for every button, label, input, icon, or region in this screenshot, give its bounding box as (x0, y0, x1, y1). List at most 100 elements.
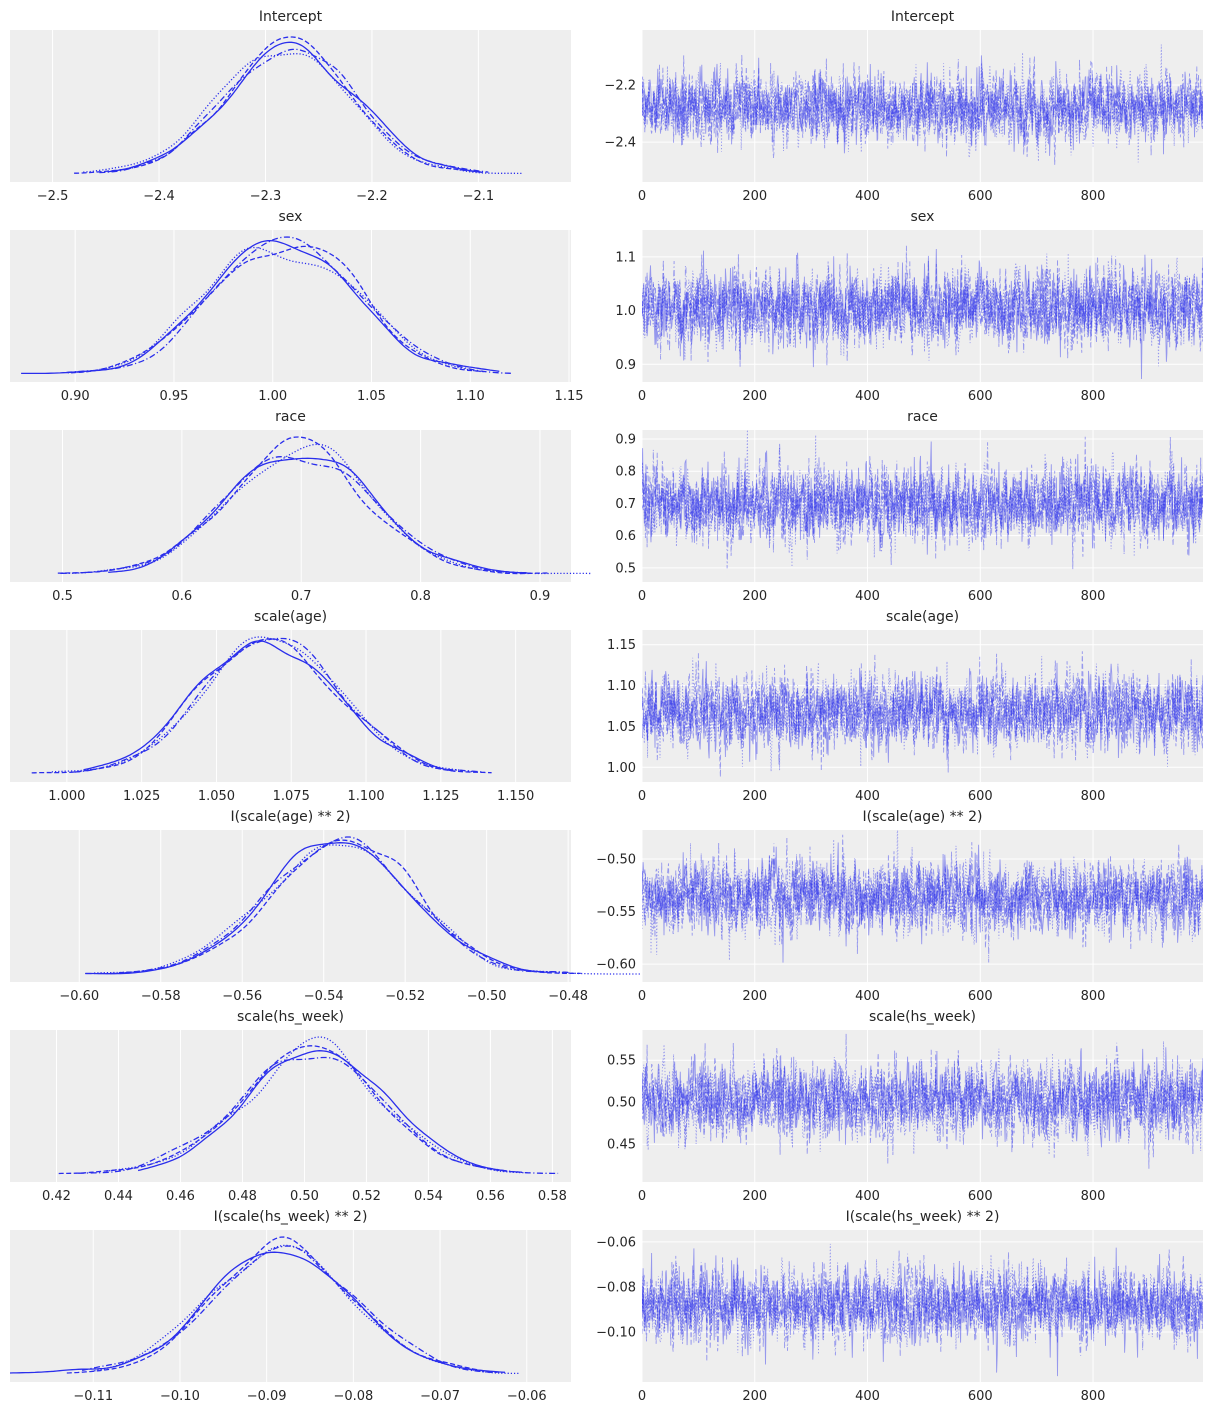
trace-x-tick-label: 600 (968, 389, 993, 404)
density-line-chain-2 (71, 245, 484, 374)
density-plot-area (10, 230, 571, 382)
trace-line-chain-3 (642, 253, 1203, 367)
trace-x-tick-label: 200 (742, 189, 767, 204)
density-line-chain-3 (67, 246, 484, 374)
trace-title: scale(age) (886, 609, 959, 625)
trace-y-tick-label: −0.60 (596, 958, 636, 973)
variable-row: 1.000 1.025 1.050 1.075 1.100 1.125 1.150scale… (10, 609, 1203, 804)
density-x-tick-label: −2.1 (463, 189, 495, 204)
density-x-tick-label: 1.150 (497, 789, 534, 804)
trace-x-tick-label: 0 (638, 989, 646, 1004)
density-x-tick-label: −2.4 (143, 189, 175, 204)
trace-x-tick-label: 400 (855, 589, 880, 604)
trace-y-tick-label: 1.00 (607, 761, 636, 776)
trace-x-tick-label: 0 (638, 589, 646, 604)
density-panel: 0.90 0.95 1.00 1.05 1.10 1.15 sex (10, 209, 584, 404)
density-title: scale(hs_week) (237, 1009, 344, 1025)
density-plot-area (10, 830, 571, 982)
density-x-tick-label: 0.8 (410, 589, 431, 604)
trace-y-tick-label: 0.8 (615, 465, 636, 480)
density-x-tick-label: −0.06 (507, 1389, 547, 1404)
trace-y-tick-label: 0.7 (615, 497, 636, 512)
density-line-chain-1 (137, 1050, 508, 1172)
trace-line-chain-1 (642, 1247, 1203, 1377)
density-x-tick-label: 1.15 (555, 389, 584, 404)
trace-x-tick-label: 400 (855, 189, 880, 204)
trace-x-tick-label: 200 (742, 789, 767, 804)
density-x-tick-label: 0.6 (172, 589, 193, 604)
trace-x-tick-label: 0 (638, 189, 646, 204)
density-x-tick-label: −2.2 (356, 189, 388, 204)
trace-x-tick-label: 600 (968, 789, 993, 804)
density-line-chain-3 (65, 443, 592, 575)
density-panel: 0.5 0.6 0.7 0.8 0.9 race (10, 409, 592, 604)
trace-panel: 0 200 400 600 800 −2.2 −2.4 Intercept (604, 9, 1203, 204)
density-line-chain-2 (57, 436, 549, 575)
density-line-chain-3 (83, 53, 524, 175)
trace-x-tick-label: 0 (638, 789, 646, 804)
density-line-chain-1 (21, 239, 500, 375)
density-x-tick-label: 1.10 (456, 389, 485, 404)
density-x-tick-label: 0.90 (61, 389, 90, 404)
density-x-tick-label: 1.000 (48, 789, 85, 804)
trace-x-tick-label: 600 (968, 989, 993, 1004)
density-panel: −0.11 −0.10 −0.09 −0.08 −0.07 −0.06 I(scale(hs… (9, 1209, 571, 1404)
density-panel: 1.000 1.025 1.050 1.075 1.100 1.125 1.150 scale… (10, 609, 571, 804)
density-line-chain-3 (51, 636, 474, 773)
density-x-tick-label: 0.54 (414, 1189, 443, 1204)
trace-x-tick-label: 600 (968, 1389, 993, 1404)
density-x-tick-label: 1.100 (347, 789, 384, 804)
trace-x-tick-label: 600 (968, 189, 993, 204)
trace-y-tick-label: 0.6 (615, 529, 636, 544)
trace-x-tick-label: 400 (855, 1389, 880, 1404)
trace-y-tick-label: −0.55 (596, 905, 636, 920)
trace-line-chain-3 (642, 430, 1203, 568)
trace-x-tick-label: 800 (1081, 1389, 1106, 1404)
density-x-tick-label: −0.10 (160, 1389, 200, 1404)
trace-line-chain-2 (642, 651, 1203, 777)
density-line-chain-4 (66, 236, 512, 374)
trace-line-chain-3 (642, 830, 1203, 961)
density-x-tick-label: 0.56 (476, 1189, 505, 1204)
trace-x-tick-label: 200 (742, 989, 767, 1004)
trace-title: Intercept (891, 9, 955, 25)
trace-line-chain-2 (642, 55, 1203, 165)
trace-x-tick-label: 400 (855, 389, 880, 404)
trace-y-tick-label: 1.05 (607, 720, 636, 735)
density-panel: −0.60 −0.58 −0.56 −0.54 −0.52 −0.50 −0.48 I(sca… (10, 809, 685, 1004)
trace-title: race (907, 409, 938, 425)
density-plot-area (10, 430, 571, 582)
density-line-chain-2 (58, 1045, 524, 1175)
density-panel: −2.5 −2.4 −2.3 −2.2 −2.1 Intercept (10, 9, 571, 204)
trace-x-tick-label: 600 (968, 1189, 993, 1204)
density-x-tick-label: −0.60 (59, 989, 99, 1004)
trace-line-chain-4 (642, 442, 1203, 569)
variable-row: −0.60 −0.58 −0.56 −0.54 −0.52 −0.50 −0.48 I(sca… (10, 809, 1203, 1004)
density-x-tick-label: −2.5 (37, 189, 69, 204)
density-plot-area (10, 630, 571, 782)
trace-line-chain-1 (642, 842, 1203, 963)
trace-y-tick-label: 0.5 (615, 561, 636, 576)
trace-x-tick-label: 600 (968, 589, 993, 604)
trace-x-tick-label: 400 (855, 989, 880, 1004)
density-panel: 0.42 0.44 0.46 0.48 0.50 0.52 0.54 0.56 0.58 scal… (10, 1009, 571, 1204)
trace-y-tick-label: 0.9 (615, 433, 636, 448)
trace-panel: 0 200 400 600 800 0.45 0.50 0.55 scale(hs_week) (607, 1009, 1203, 1204)
trace-x-tick-label: 0 (638, 1389, 646, 1404)
trace-plot-area (642, 1030, 1203, 1182)
density-x-tick-label: 1.050 (198, 789, 235, 804)
density-plot-area (10, 1030, 571, 1182)
density-title: scale(age) (254, 609, 327, 625)
density-x-tick-label: −0.08 (333, 1389, 373, 1404)
trace-x-tick-label: 200 (742, 389, 767, 404)
density-x-tick-label: 0.5 (52, 589, 73, 604)
trace-x-tick-label: 800 (1081, 789, 1106, 804)
density-x-tick-label: 0.58 (538, 1189, 567, 1204)
trace-y-tick-label: −0.50 (596, 853, 636, 868)
density-line-chain-1 (83, 640, 456, 772)
density-title: race (275, 409, 306, 425)
density-x-tick-label: 0.50 (290, 1189, 319, 1204)
trace-y-tick-label: −0.06 (596, 1235, 636, 1250)
density-x-tick-label: 1.075 (273, 789, 310, 804)
